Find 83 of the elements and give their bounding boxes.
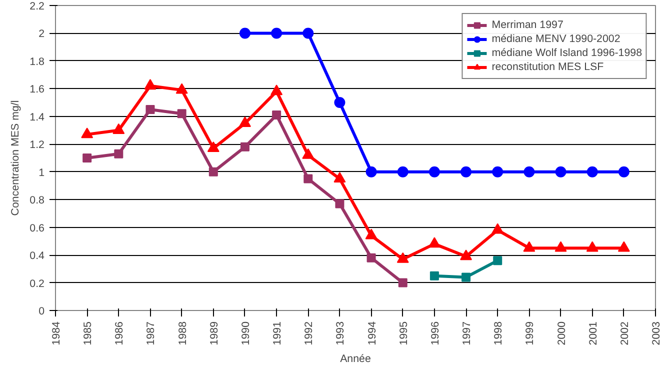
point [555,166,566,178]
x-tick-label: 1985 [82,321,94,346]
point [396,252,409,263]
point [554,241,567,252]
point [460,166,472,178]
x-tick-label: 1991 [272,321,284,346]
point [493,256,502,266]
y-tick-label: 1.2 [30,139,45,152]
point [523,241,536,252]
point [238,116,251,128]
y-tick-label: 1.4 [30,111,45,124]
point [271,28,282,39]
point [239,28,250,39]
y-tick-label: 1 [38,166,45,179]
x-tick-label: 2002 [618,321,631,346]
point [430,271,439,280]
y-tick-label: 0.4 [30,250,45,262]
point [618,166,630,178]
point [462,272,471,282]
point [492,223,504,234]
x-tick-label: 1998 [492,321,505,346]
y-axis-title: Concentration MES mg/l [10,100,22,216]
y-tick-label: 0.2 [30,278,45,290]
x-tick-label: 1999 [524,321,536,346]
point [398,278,408,288]
x-tick-label: 2003 [650,321,662,346]
x-tick-label: 1984 [50,321,62,346]
y-tick-label: 2.2 [30,0,45,12]
point [586,166,598,178]
y-tick-label: 0 [38,306,45,318]
point [334,97,346,108]
x-tick-label: 1986 [114,321,126,346]
point [460,250,472,260]
y-tick-label: 2 [38,28,45,40]
x-tick-label: 2000 [556,321,568,346]
point [428,166,440,178]
legend-label: reconstitution MES LSF [492,60,604,74]
point [208,167,218,176]
x-tick-label: 1994 [366,321,378,346]
point [82,154,92,162]
x-tick-label: 1996 [429,321,442,346]
x-tick-label: 1997 [461,321,474,346]
x-axis-title: Année [340,353,371,366]
point [586,241,598,252]
point [240,142,250,152]
point [365,228,378,240]
x-tick-label: 1989 [208,321,220,346]
point [146,104,155,114]
y-tick-label: 1.8 [30,56,45,68]
legend-label: Merriman 1997 [492,18,564,32]
point [114,149,124,158]
point [176,83,188,94]
legend-label: médiane Wolf Island 1996-1998 [492,46,642,60]
point [397,166,408,178]
x-tick-label: 1990 [240,321,252,346]
y-tick-label: 0.8 [30,194,45,207]
point [366,253,376,262]
y-tick-label: 0.6 [30,222,45,234]
point [207,141,220,152]
point [618,241,630,252]
point [144,79,156,90]
point [112,123,125,134]
legend-label: médiane MENV 1990-2002 [492,32,620,46]
y-tick-label: 1.6 [30,84,45,96]
point [304,174,313,184]
point [81,128,94,138]
point [334,172,346,182]
point [272,110,282,120]
point [302,28,314,39]
x-tick-label: 2001 [587,321,600,346]
point [366,166,377,178]
point [492,166,504,178]
x-tick-label: 1988 [176,321,189,346]
point [428,237,440,248]
x-tick-label: 1993 [334,321,347,346]
point [302,148,314,159]
point [335,199,344,208]
point [524,166,535,178]
x-tick-label: 1995 [398,321,410,346]
x-tick-label: 1992 [303,321,316,346]
point [270,84,283,96]
point [177,109,186,118]
x-tick-label: 1987 [145,321,158,346]
